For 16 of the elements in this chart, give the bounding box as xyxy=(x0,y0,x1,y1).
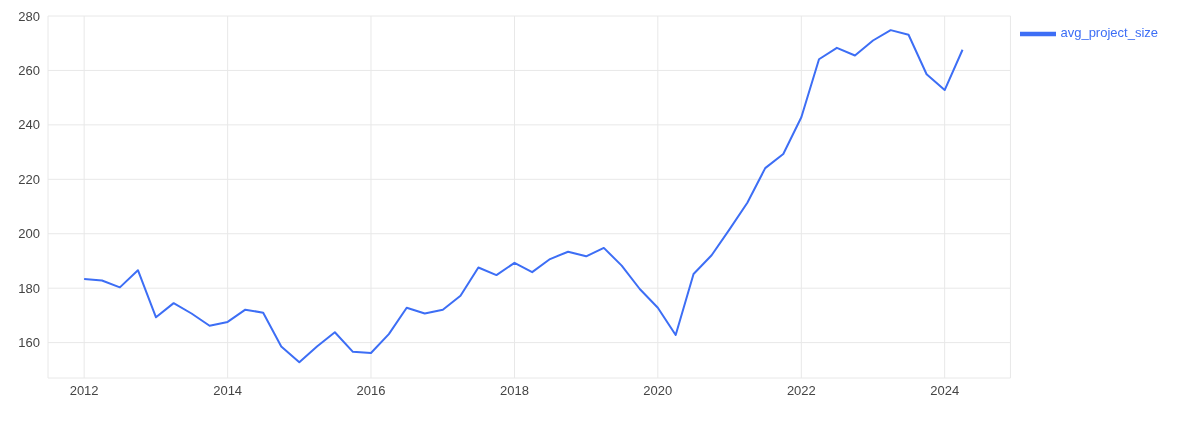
x-tick-label: 2022 xyxy=(786,383,816,399)
y-tick-label: 180 xyxy=(18,280,40,296)
x-tick-label: 2018 xyxy=(500,383,529,399)
y-tick-label: 220 xyxy=(18,171,40,187)
line-series xyxy=(83,29,964,364)
y-tick-label: 260 xyxy=(18,63,40,79)
legend-label: avg_project_size xyxy=(1060,25,1158,41)
y-tick-label: 160 xyxy=(18,335,40,351)
x-tick-label: 2024 xyxy=(930,383,960,399)
x-tick-label: 2014 xyxy=(213,383,243,399)
y-tick-label: 200 xyxy=(18,226,40,242)
y-tick-label: 240 xyxy=(18,117,40,133)
x-tick-label: 2012 xyxy=(69,383,99,399)
x-tick-label: 2020 xyxy=(643,383,673,399)
y-tick-label: 280 xyxy=(18,8,40,24)
x-tick-label: 2016 xyxy=(356,383,386,399)
